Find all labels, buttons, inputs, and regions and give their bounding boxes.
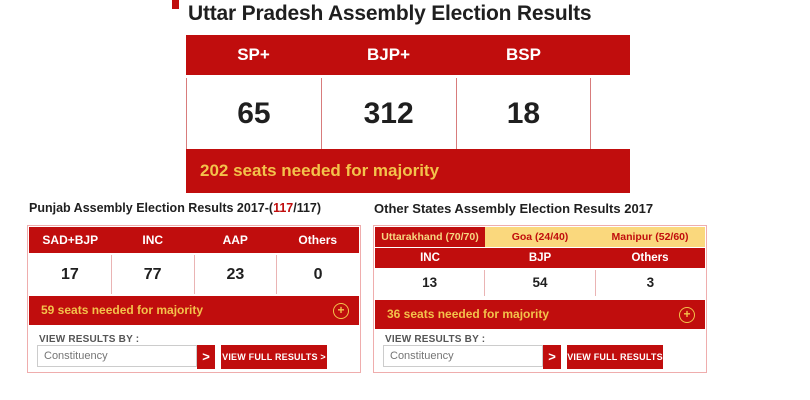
up-col-header: BJP+ [367,45,410,64]
punjab-seat-count: 23 [193,255,277,294]
cropped-red-fragment [172,0,179,9]
punjab-col-header: SAD+BJP [42,233,99,247]
other-states-view-full-results-button[interactable]: VIEW FULL RESULTS > [567,345,663,386]
up-majority-bar: 202 seats needed for majority [186,149,630,193]
tab-uttarakhand[interactable]: Uttarakhand (70/70) [375,227,485,247]
punjab-table-value-row: 17 77 23 0 [29,255,359,294]
punjab-title-total: /117) [293,201,322,215]
punjab-constituency-input[interactable] [37,345,197,367]
up-seat-count: 18 [457,78,592,149]
other-states-go-arrow-button[interactable]: > [543,345,561,369]
other-states-col-header: Others [631,252,669,264]
other-states-seat-count: 13 [422,275,438,290]
up-table-value-row: 65 312 18 [186,78,630,149]
up-table-header-row: SP+ BJP+ BSP [186,35,630,75]
other-states-col-header: INC [420,252,440,264]
expand-plus-icon[interactable]: + [679,307,695,323]
other-states-results-panel: Uttarakhand (70/70) Goa (24/40) Manipur … [373,225,707,386]
up-seat-count-clipped [591,78,630,149]
up-section-title: Uttar Pradesh Assembly Election Results [188,2,592,25]
up-seat-count: 65 [187,78,322,149]
other-states-section-title: Other States Assembly Election Results 2… [374,201,654,216]
other-states-constituency-input[interactable] [383,345,543,367]
punjab-seat-count: 77 [110,255,194,294]
up-results-section: Uttar Pradesh Assembly Election Results … [186,0,630,197]
up-col-header: BSP [506,45,541,64]
punjab-majority-bar: 59 seats needed for majority + [29,296,359,325]
punjab-results-panel: SAD+BJP INC AAP Others 17 77 23 0 59 sea… [27,225,361,373]
other-states-table-value-row: 13 54 3 [375,270,705,296]
other-states-majority-bar: 36 seats needed for majority + [375,300,705,329]
tab-goa[interactable]: Goa (24/40) [485,227,595,247]
up-seat-count: 312 [322,78,457,149]
punjab-seat-count: 0 [276,255,359,294]
punjab-seat-count: 17 [60,266,79,283]
other-states-seat-count: 54 [484,270,594,296]
punjab-section-title: Punjab Assembly Election Results 2017-(1… [29,201,321,215]
punjab-majority-note: 59 seats needed for majority [41,303,204,317]
punjab-view-results-label: VIEW RESULTS BY : [39,334,140,345]
punjab-col-header: Others [298,233,338,247]
other-states-table-header-row: INC BJP Others [375,248,705,268]
punjab-col-header: AAP [222,233,248,247]
punjab-col-header: INC [142,233,164,247]
other-states-majority-note: 36 seats needed for majority [387,307,550,321]
other-states-seat-count: 3 [594,270,705,296]
up-col-header: SP+ [237,45,270,64]
punjab-seats-counted: 117 [273,201,294,215]
punjab-title-text: Punjab Assembly Election Results 2017-( [29,201,274,215]
up-col-header-clipped [591,35,630,75]
expand-plus-icon[interactable]: + [333,303,349,319]
tab-manipur[interactable]: Manipur (52/60) [595,227,705,247]
punjab-table-header-row: SAD+BJP INC AAP Others [29,227,359,253]
other-states-col-header: BJP [528,252,552,264]
up-results-table: SP+ BJP+ BSP 65 312 18 202 seats needed … [186,35,630,193]
punjab-go-arrow-button[interactable]: > [197,345,215,369]
punjab-view-full-results-button[interactable]: VIEW FULL RESULTS > [221,345,327,369]
other-states-view-results-label: VIEW RESULTS BY : [385,334,486,345]
other-states-tabs: Uttarakhand (70/70) Goa (24/40) Manipur … [375,227,705,247]
